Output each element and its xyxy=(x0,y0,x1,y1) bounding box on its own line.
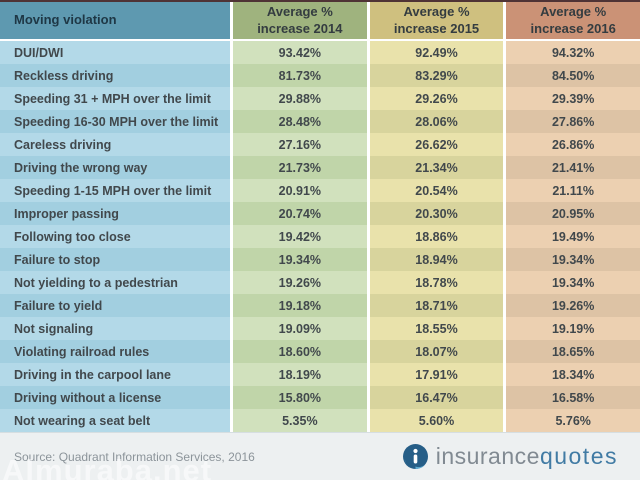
value-2015: 18.86% xyxy=(366,225,504,248)
violation-label: Failure to yield xyxy=(0,294,230,317)
value-2016: 29.39% xyxy=(503,87,640,110)
violation-label: Failure to stop xyxy=(0,248,230,271)
value-2016: 20.95% xyxy=(503,202,640,225)
value-2016: 19.34% xyxy=(503,271,640,294)
violation-label: Speeding 1-15 MPH over the limit xyxy=(0,179,230,202)
table-row: Speeding 16-30 MPH over the limit 28.48%… xyxy=(0,110,640,133)
value-2016: 21.41% xyxy=(503,156,640,179)
value-2016: 19.34% xyxy=(503,248,640,271)
violation-label: Not signaling xyxy=(0,317,230,340)
table-row: Violating railroad rules 18.60% 18.07% 1… xyxy=(0,340,640,363)
table-row: Improper passing 20.74% 20.30% 20.95% xyxy=(0,202,640,225)
table-row: DUI/DWI 93.42% 92.49% 94.32% xyxy=(0,41,640,64)
value-2016: 26.86% xyxy=(503,133,640,156)
value-2015: 17.91% xyxy=(366,363,504,386)
value-2014: 29.88% xyxy=(230,87,367,110)
value-2016: 19.19% xyxy=(503,317,640,340)
violation-label: Improper passing xyxy=(0,202,230,225)
value-2014: 5.35% xyxy=(230,409,367,432)
value-2015: 18.94% xyxy=(366,248,504,271)
table-row: Reckless driving 81.73% 83.29% 84.50% xyxy=(0,64,640,87)
value-2014: 20.74% xyxy=(230,202,367,225)
value-2014: 19.09% xyxy=(230,317,367,340)
violation-label: Driving in the carpool lane xyxy=(0,363,230,386)
value-2015: 92.49% xyxy=(366,41,504,64)
violation-label: DUI/DWI xyxy=(0,41,230,64)
value-2015: 18.55% xyxy=(366,317,504,340)
value-2015: 18.78% xyxy=(366,271,504,294)
header-avg-increase-2016: Average % increase 2016 xyxy=(503,2,640,39)
violation-label: Violating railroad rules xyxy=(0,340,230,363)
table-row: Driving the wrong way 21.73% 21.34% 21.4… xyxy=(0,156,640,179)
value-2016: 94.32% xyxy=(503,41,640,64)
table-header-row: Moving violation Average % increase 2014… xyxy=(0,2,640,41)
logo-text-quotes: quotes xyxy=(539,443,618,469)
violations-table: Moving violation Average % increase 2014… xyxy=(0,2,640,432)
violation-label: Careless driving xyxy=(0,133,230,156)
value-2014: 19.42% xyxy=(230,225,367,248)
table-row: Not wearing a seat belt 5.35% 5.60% 5.76… xyxy=(0,409,640,432)
value-2015: 21.34% xyxy=(366,156,504,179)
value-2015: 29.26% xyxy=(366,87,504,110)
violation-label: Speeding 31 + MPH over the limit xyxy=(0,87,230,110)
table-row: Careless driving 27.16% 26.62% 26.86% xyxy=(0,133,640,156)
value-2016: 18.34% xyxy=(503,363,640,386)
value-2016: 5.76% xyxy=(503,409,640,432)
value-2016: 27.86% xyxy=(503,110,640,133)
value-2014: 15.80% xyxy=(230,386,367,409)
violation-label: Following too close xyxy=(0,225,230,248)
table-row: Following too close 19.42% 18.86% 19.49% xyxy=(0,225,640,248)
value-2014: 93.42% xyxy=(230,41,367,64)
table-row: Not yielding to a pedestrian 19.26% 18.7… xyxy=(0,271,640,294)
table-row: Driving without a license 15.80% 16.47% … xyxy=(0,386,640,409)
header-avg-increase-2014: Average % increase 2014 xyxy=(230,2,367,39)
value-2014: 19.18% xyxy=(230,294,367,317)
value-2014: 21.73% xyxy=(230,156,367,179)
value-2015: 20.30% xyxy=(366,202,504,225)
value-2014: 20.91% xyxy=(230,179,367,202)
value-2016: 19.26% xyxy=(503,294,640,317)
value-2014: 81.73% xyxy=(230,64,367,87)
table-row: Speeding 31 + MPH over the limit 29.88% … xyxy=(0,87,640,110)
header-moving-violation: Moving violation xyxy=(0,2,230,39)
value-2016: 21.11% xyxy=(503,179,640,202)
value-2014: 19.34% xyxy=(230,248,367,271)
violation-label: Not yielding to a pedestrian xyxy=(0,271,230,294)
logo-text-insurance: insurance xyxy=(435,443,540,469)
violation-label: Driving the wrong way xyxy=(0,156,230,179)
table-row: Failure to yield 19.18% 18.71% 19.26% xyxy=(0,294,640,317)
violation-label: Speeding 16-30 MPH over the limit xyxy=(0,110,230,133)
violation-label: Reckless driving xyxy=(0,64,230,87)
value-2016: 16.58% xyxy=(503,386,640,409)
value-2015: 20.54% xyxy=(366,179,504,202)
header-avg-increase-2015: Average % increase 2015 xyxy=(366,2,504,39)
value-2016: 18.65% xyxy=(503,340,640,363)
insurancequotes-logo: insurance quotes xyxy=(402,443,618,470)
footer-bar: Source: Quadrant Information Services, 2… xyxy=(0,432,640,480)
value-2014: 19.26% xyxy=(230,271,367,294)
table-body: DUI/DWI 93.42% 92.49% 94.32% Reckless dr… xyxy=(0,41,640,432)
value-2014: 27.16% xyxy=(230,133,367,156)
value-2015: 5.60% xyxy=(366,409,504,432)
value-2016: 19.49% xyxy=(503,225,640,248)
value-2014: 28.48% xyxy=(230,110,367,133)
violation-label: Driving without a license xyxy=(0,386,230,409)
value-2015: 16.47% xyxy=(366,386,504,409)
insurancequotes-iq-icon xyxy=(402,443,436,470)
value-2015: 18.07% xyxy=(366,340,504,363)
violation-label: Not wearing a seat belt xyxy=(0,409,230,432)
table-row: Not signaling 19.09% 18.55% 19.19% xyxy=(0,317,640,340)
value-2016: 84.50% xyxy=(503,64,640,87)
value-2015: 18.71% xyxy=(366,294,504,317)
table-row: Failure to stop 19.34% 18.94% 19.34% xyxy=(0,248,640,271)
top-accent-bar xyxy=(0,0,640,2)
source-note: Source: Quadrant Information Services, 2… xyxy=(14,449,255,464)
value-2014: 18.60% xyxy=(230,340,367,363)
value-2015: 26.62% xyxy=(366,133,504,156)
value-2015: 83.29% xyxy=(366,64,504,87)
table-row: Speeding 1-15 MPH over the limit 20.91% … xyxy=(0,179,640,202)
value-2014: 18.19% xyxy=(230,363,367,386)
table-row: Driving in the carpool lane 18.19% 17.91… xyxy=(0,363,640,386)
value-2015: 28.06% xyxy=(366,110,504,133)
